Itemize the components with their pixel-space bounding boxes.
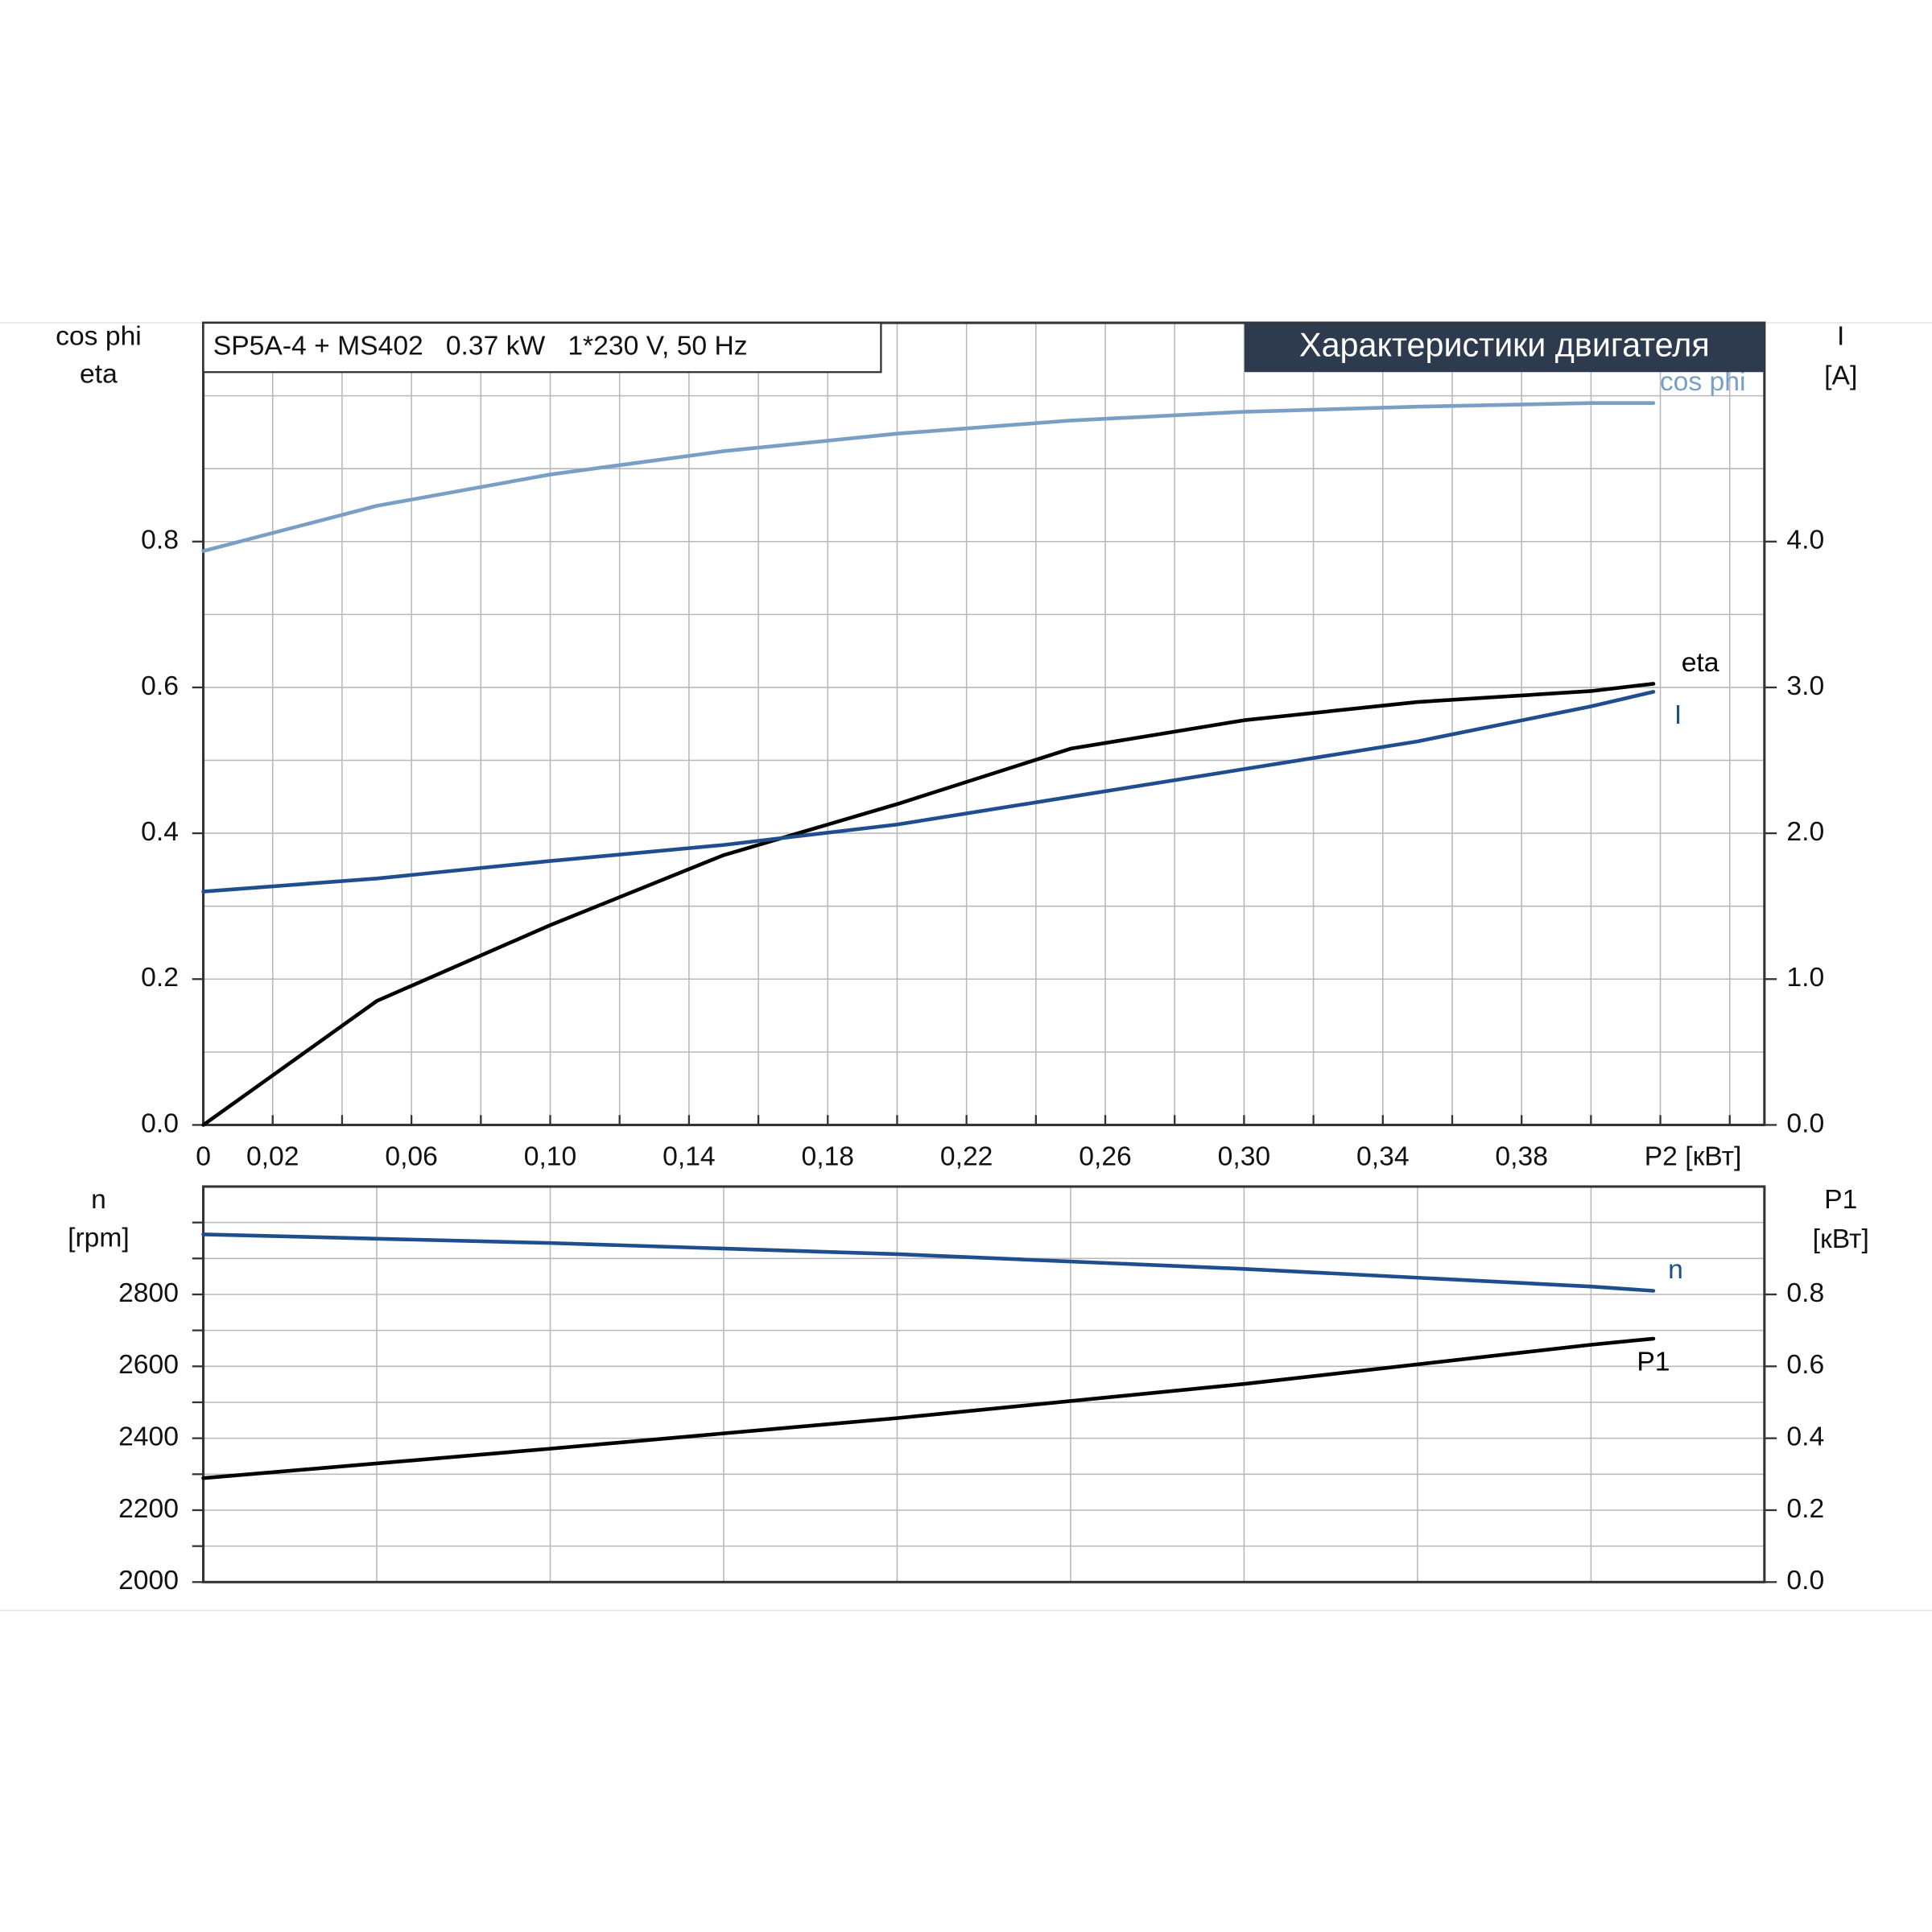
- series-line: [201, 401, 1656, 553]
- x-tick-label: 0,18: [802, 1142, 855, 1172]
- y2-tick-label: 0.8: [1786, 1278, 1824, 1308]
- y-tick-label: 2400: [118, 1422, 179, 1452]
- y-tick-label: 0.2: [141, 963, 179, 993]
- series-label: eta: [1682, 648, 1719, 678]
- series-line: [201, 1336, 1656, 1480]
- series-line: [201, 682, 1656, 1127]
- series-line: [201, 690, 1656, 894]
- x-tick-label: 0,34: [1356, 1142, 1410, 1172]
- y2-tick-label: 2.0: [1786, 817, 1824, 847]
- y2-tick-label: 0.4: [1786, 1422, 1824, 1452]
- y-tick-label: 2800: [118, 1278, 179, 1308]
- x-tick-label: 0,02: [246, 1142, 299, 1172]
- plot-frame: [202, 321, 1766, 1126]
- x-tick-label: 0,06: [385, 1142, 438, 1172]
- y2-axis-label: [кВт]: [1813, 1224, 1869, 1254]
- x-tick-label: 0,14: [663, 1142, 716, 1172]
- y-tick-label: 0.8: [141, 526, 179, 555]
- plot-frame: [202, 1185, 1766, 1583]
- y-tick-label: 2600: [118, 1350, 179, 1380]
- y2-axis-label: I: [1837, 321, 1844, 351]
- y2-tick-label: 0.2: [1786, 1494, 1824, 1524]
- series-label: n: [1668, 1255, 1683, 1285]
- y2-tick-label: 4.0: [1786, 526, 1824, 555]
- y-tick-label: 0.0: [141, 1108, 179, 1138]
- y-axis-label: eta: [80, 360, 118, 390]
- y-axis-label: n: [91, 1185, 106, 1215]
- x-tick-label: 0,22: [940, 1142, 993, 1172]
- y2-axis-label: P1: [1824, 1185, 1857, 1215]
- series-label: P1: [1637, 1347, 1670, 1377]
- y-tick-label: 2200: [118, 1494, 179, 1524]
- y2-tick-label: 1.0: [1786, 963, 1824, 993]
- y-tick-label: 0.4: [141, 817, 179, 847]
- x-tick-label: 0,10: [524, 1142, 577, 1172]
- y2-tick-label: 0.0: [1786, 1566, 1824, 1596]
- x-axis-label: P2 [кВт]: [1645, 1142, 1742, 1172]
- title-box: [1244, 323, 1765, 373]
- y-tick-label: 0.6: [141, 671, 179, 701]
- y2-tick-label: 0.0: [1786, 1108, 1824, 1138]
- y2-tick-label: 3.0: [1786, 671, 1824, 701]
- y2-tick-label: 0.6: [1786, 1350, 1824, 1380]
- x-tick-label: 0,30: [1218, 1142, 1271, 1172]
- y-axis-label: [rpm]: [68, 1224, 130, 1253]
- y-tick-label: 2000: [118, 1566, 179, 1596]
- series-line: [201, 1232, 1656, 1293]
- chart-title: Характеристики двигателя: [1299, 327, 1710, 364]
- y2-axis-label: [A]: [1824, 361, 1857, 390]
- subtitle-box: [202, 321, 882, 374]
- subtitle: SP5A-4 + MS402 0.37 kW 1*230 V, 50 Hz: [213, 332, 748, 361]
- x-tick-label: 0: [196, 1142, 211, 1172]
- x-tick-label: 0,26: [1079, 1142, 1132, 1172]
- y-axis-label: cos phi: [56, 321, 142, 351]
- x-tick-label: 0,38: [1495, 1142, 1548, 1172]
- series-label: I: [1674, 700, 1682, 730]
